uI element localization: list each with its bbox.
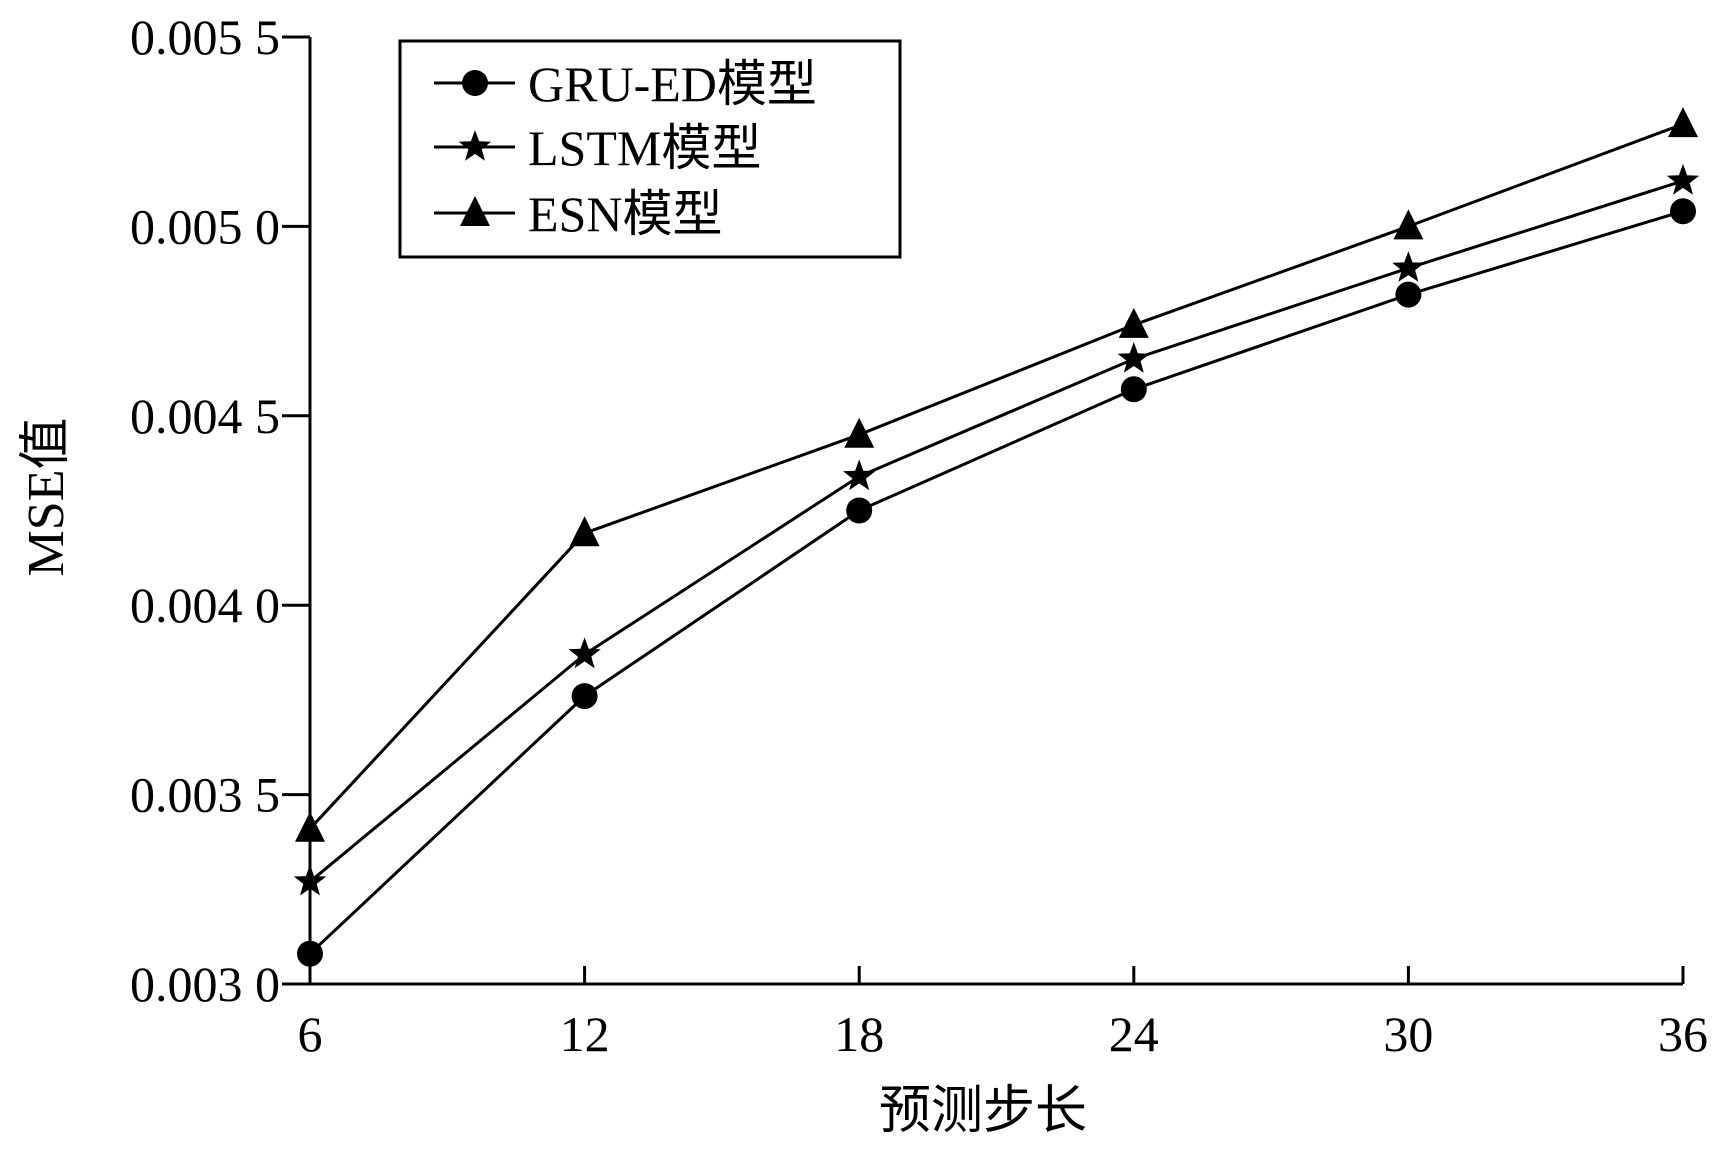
y-tick-label: 0.004 5 (130, 388, 280, 444)
data-point-circle (1670, 198, 1696, 225)
data-point-triangle (1393, 209, 1424, 240)
x-tick-label: 12 (560, 1006, 610, 1062)
x-tick-label: 18 (834, 1006, 884, 1062)
data-point-circle (846, 497, 873, 524)
data-point-triangle (295, 811, 325, 842)
series-triangle (295, 107, 1698, 842)
x-axis-label: 预测步长 (879, 1083, 1087, 1140)
x-tick-label: 30 (1383, 1006, 1433, 1062)
data-point-star (1117, 342, 1150, 373)
series-line (308, 209, 1684, 955)
legend: GRU-ED模型 LSTM模型 ESN模型 (398, 39, 902, 259)
legend-marker-triangle (460, 196, 490, 226)
x-tick-label: 6 (298, 1006, 323, 1062)
data-point-star (568, 637, 601, 669)
y-tick-label: 0.004 0 (130, 577, 280, 633)
legend-marker-circle (462, 70, 488, 96)
data-point-circle (1395, 281, 1422, 308)
y-axis-label: MSE值 (18, 418, 75, 577)
y-tick-label: 0.005 5 (130, 9, 280, 65)
data-point-star (1392, 251, 1425, 282)
series-circle (297, 198, 1696, 967)
series-line (308, 122, 1684, 830)
axes: 0.003 0 0.003 5 0.004 0 0.004 5 0.005 0 0.005… (130, 9, 1708, 1062)
data-point-triangle (1668, 107, 1698, 138)
y-tick-label: 0.003 0 (130, 956, 280, 1012)
data-point-star (1666, 163, 1700, 195)
y-tick-label: 0.005 0 (130, 198, 280, 254)
x-tick-label: 24 (1109, 1006, 1159, 1062)
data-point-circle (1120, 376, 1147, 403)
data-point-star (843, 459, 876, 491)
legend-marker-star (458, 130, 492, 161)
data-point-triangle (844, 417, 875, 448)
data-point-triangle (569, 516, 600, 547)
y-tick-label: 0.003 5 (130, 767, 280, 823)
legend-label: GRU-ED模型 (528, 56, 817, 112)
legend-label: ESN模型 (528, 186, 722, 242)
data-point-circle (297, 940, 323, 967)
data-point-triangle (1118, 307, 1149, 338)
data-point-star (293, 864, 327, 896)
series-line (309, 179, 1684, 883)
data-point-circle (571, 683, 598, 710)
legend-label: LSTM模型 (528, 120, 761, 176)
series-star (293, 163, 1700, 896)
series-layer (293, 107, 1700, 967)
x-tick-label: 36 (1658, 1006, 1708, 1062)
